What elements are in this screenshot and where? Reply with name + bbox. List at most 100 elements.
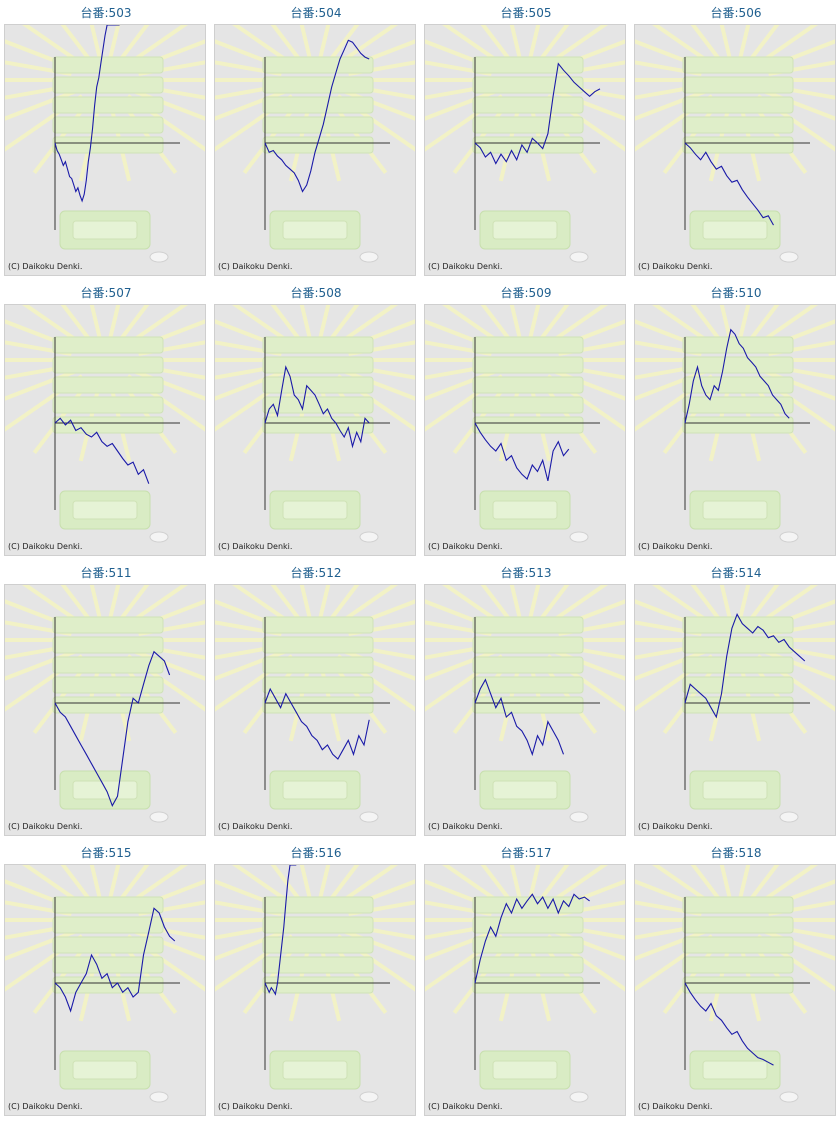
- chart-title[interactable]: 台番:515: [80, 846, 132, 860]
- chart-title[interactable]: 台番:514: [710, 566, 762, 580]
- bg-tray: [682, 936, 794, 954]
- credit-text: (C) Daikoku Denki.: [638, 542, 713, 551]
- chart-panel: (C) Daikoku Denki.: [214, 584, 416, 836]
- bg-ray: [635, 83, 702, 100]
- chart-svg: [5, 865, 205, 1103]
- chart-panel: (C) Daikoku Denki.: [4, 864, 206, 1116]
- bg-ray: [738, 865, 751, 900]
- bg-coin: [779, 811, 799, 823]
- credit-text: (C) Daikoku Denki.: [218, 542, 293, 551]
- bg-ray: [738, 305, 751, 340]
- bg-tray: [472, 656, 584, 674]
- bg-tray: [682, 976, 794, 994]
- bg-ray: [336, 585, 398, 626]
- bg-ray: [528, 865, 541, 900]
- chart-title[interactable]: 台番:518: [710, 846, 762, 860]
- bg-tray: [52, 936, 164, 954]
- bg-ray: [215, 83, 282, 100]
- bg-ray: [89, 305, 102, 340]
- bg-ray: [652, 25, 714, 66]
- bg-coin: [569, 531, 589, 543]
- bg-box-inner: [492, 1060, 558, 1080]
- bg-ray: [60, 25, 93, 63]
- bg-box-inner: [282, 1060, 348, 1080]
- bg-tray: [262, 336, 374, 354]
- credit-text: (C) Daikoku Denki.: [218, 262, 293, 271]
- bg-ray: [215, 340, 282, 357]
- bg-ray: [719, 25, 732, 60]
- chart-title[interactable]: 台番:513: [500, 566, 552, 580]
- chart-panel: (C) Daikoku Denki.: [424, 864, 626, 1116]
- bg-tray: [472, 76, 584, 94]
- bg-ray: [635, 900, 702, 917]
- bg-tray: [682, 56, 794, 74]
- chart-title[interactable]: 台番:517: [500, 846, 552, 860]
- bg-coin: [779, 251, 799, 263]
- chart-title[interactable]: 台番:509: [500, 286, 552, 300]
- chart-cell: 台番:508 (C) Daikoku Denki.: [214, 284, 418, 560]
- bg-tray: [262, 136, 374, 154]
- bg-ray: [719, 865, 732, 900]
- bg-tray: [472, 336, 584, 354]
- series-line: [474, 893, 590, 984]
- bg-ray: [299, 865, 312, 900]
- bg-tray: [262, 896, 374, 914]
- bg-box-inner: [282, 220, 348, 240]
- bg-ray: [442, 585, 504, 626]
- credit-text: (C) Daikoku Denki.: [428, 822, 503, 831]
- bg-ray: [270, 305, 303, 343]
- bg-ray: [5, 60, 72, 77]
- bg-ray: [318, 305, 331, 340]
- bg-ray: [5, 340, 72, 357]
- bg-ray: [425, 363, 492, 380]
- chart-cell: 台番:510 (C) Daikoku Denki.: [634, 284, 838, 560]
- chart-svg: [635, 25, 835, 263]
- bg-box-inner: [72, 1060, 138, 1080]
- chart-svg: [215, 305, 415, 543]
- bg-box-inner: [702, 220, 768, 240]
- bg-tray: [262, 356, 374, 374]
- bg-ray: [215, 643, 282, 660]
- chart-title[interactable]: 台番:507: [80, 286, 132, 300]
- bg-ray: [528, 305, 541, 340]
- bg-ray: [327, 305, 360, 343]
- bg-ray: [5, 923, 72, 940]
- series-line: [54, 25, 120, 203]
- chart-title[interactable]: 台番:506: [710, 6, 762, 20]
- chart-title[interactable]: 台番:510: [710, 286, 762, 300]
- bg-ray: [509, 865, 522, 900]
- bg-ray: [270, 865, 303, 903]
- chart-title[interactable]: 台番:511: [80, 566, 132, 580]
- chart-title[interactable]: 台番:516: [290, 846, 342, 860]
- chart-panel: (C) Daikoku Denki.: [634, 24, 836, 276]
- bg-tray: [262, 976, 374, 994]
- chart-title[interactable]: 台番:505: [500, 6, 552, 20]
- chart-title[interactable]: 台番:512: [290, 566, 342, 580]
- bg-ray: [509, 25, 522, 60]
- series-line: [474, 422, 570, 482]
- series-line: [684, 982, 774, 1066]
- bg-ray: [690, 25, 723, 63]
- chart-title[interactable]: 台番:504: [290, 6, 342, 20]
- bg-tray: [472, 956, 584, 974]
- bg-ray: [336, 865, 398, 906]
- bg-ray: [537, 865, 570, 903]
- bg-ray: [537, 305, 570, 343]
- bg-ray: [635, 923, 702, 940]
- bg-tray: [52, 916, 164, 934]
- bg-ray: [232, 25, 294, 66]
- bg-tray: [52, 396, 164, 414]
- bg-ray: [719, 305, 732, 340]
- chart-cell: 台番:516 (C) Daikoku Denki.: [214, 844, 418, 1120]
- credit-text: (C) Daikoku Denki.: [218, 822, 293, 831]
- chart-svg: [5, 25, 205, 263]
- bg-ray: [425, 620, 492, 637]
- chart-title[interactable]: 台番:508: [290, 286, 342, 300]
- bg-box-inner: [492, 220, 558, 240]
- bg-coin: [569, 251, 589, 263]
- bg-tray: [262, 916, 374, 934]
- bg-coin: [149, 531, 169, 543]
- chart-svg: [5, 585, 205, 823]
- chart-title[interactable]: 台番:503: [80, 6, 132, 20]
- bg-tray: [472, 616, 584, 634]
